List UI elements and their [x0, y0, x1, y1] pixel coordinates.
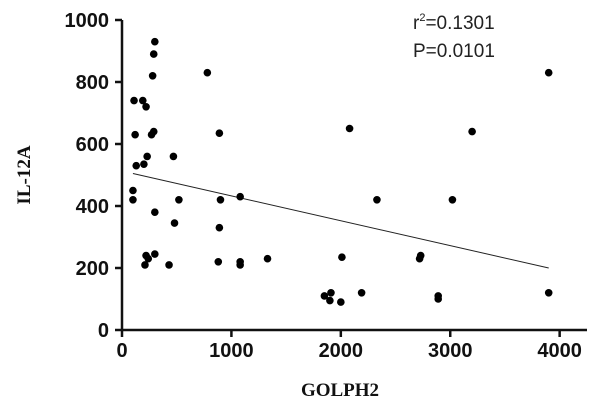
- data-point: [345, 124, 354, 133]
- data-point: [236, 261, 244, 269]
- trendline-group: [132, 172, 549, 269]
- data-point: [138, 96, 147, 105]
- data-point: [129, 196, 137, 204]
- data-point: [416, 251, 425, 260]
- x-tick-labels: 0 1000 2000 3000 4000: [116, 340, 581, 362]
- p-value-annotation: P=0.0101: [413, 41, 495, 62]
- data-point: [143, 152, 151, 161]
- y-tick-label: 200: [76, 258, 109, 280]
- data-point: [149, 127, 158, 136]
- x-axis-title: GOLPH2: [301, 380, 379, 401]
- data-point: [544, 68, 553, 77]
- x-tick-label: 3000: [428, 340, 473, 362]
- data-point: [263, 254, 272, 263]
- y-tick-label: 600: [76, 134, 109, 156]
- data-point: [140, 160, 148, 168]
- data-point: [338, 253, 346, 261]
- data-point: [131, 130, 139, 139]
- y-tick-label: 800: [76, 72, 109, 94]
- r-symbol: r: [413, 13, 420, 34]
- data-point: [141, 261, 149, 269]
- r-superscript: 2: [419, 12, 425, 24]
- data-point: [320, 292, 329, 300]
- data-point: [434, 295, 443, 303]
- data-point: [357, 289, 366, 297]
- data-point: [142, 103, 150, 111]
- x-tick-label: 1000: [209, 340, 254, 362]
- data-point: [544, 289, 553, 297]
- data-point: [149, 50, 158, 58]
- data-point: [144, 254, 153, 263]
- y-tick-label: 1000: [65, 10, 110, 32]
- r-squared-value: =0.1301: [425, 13, 494, 34]
- regression-line: [132, 172, 549, 269]
- data-point: [326, 296, 334, 305]
- y-tick-label: 0: [98, 320, 109, 342]
- data-point: [236, 192, 244, 201]
- data-point: [169, 152, 178, 161]
- data-point: [151, 208, 159, 216]
- x-tick-label: 4000: [537, 340, 582, 362]
- data-point: [165, 261, 173, 269]
- data-point: [215, 223, 224, 232]
- data-point: [448, 196, 457, 204]
- data-point: [148, 72, 157, 80]
- x-tick-label: 2000: [319, 340, 364, 362]
- data-point: [129, 186, 137, 195]
- y-axis-title: IL-12A: [14, 145, 35, 204]
- data-point: [175, 196, 183, 204]
- data-point: [170, 219, 179, 227]
- axes: [115, 18, 587, 337]
- r-squared-annotation: r2=0.1301: [413, 12, 495, 34]
- data-point: [151, 250, 159, 258]
- y-tick-label: 400: [76, 196, 109, 218]
- data-point: [216, 196, 225, 204]
- y-tick-labels: 0 200 400 600 800 1000: [65, 10, 110, 342]
- data-point: [215, 129, 224, 137]
- data-point: [203, 68, 212, 77]
- data-point: [132, 161, 141, 170]
- data-point: [468, 127, 476, 136]
- data-point: [337, 298, 345, 306]
- data-point: [373, 196, 381, 204]
- points-group: [129, 37, 553, 306]
- data-point: [327, 289, 335, 297]
- data-point: [214, 258, 223, 266]
- data-point: [130, 96, 138, 105]
- x-tick-label: 0: [116, 340, 127, 362]
- data-point: [151, 37, 159, 46]
